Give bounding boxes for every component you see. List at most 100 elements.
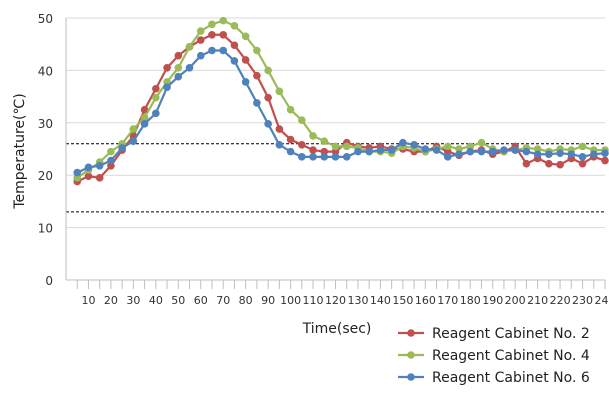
x-tick-label: 110 [303, 294, 324, 307]
data-point [242, 33, 250, 41]
legend-label: Reagent Cabinet No. 4 [432, 348, 590, 364]
data-point [545, 160, 553, 168]
data-point [399, 139, 407, 147]
y-axis-label: Temperature(℃) [12, 93, 28, 209]
series-line [77, 35, 605, 182]
legend-item: Reagent Cabinet No. 4 [398, 348, 590, 364]
data-point [152, 110, 160, 118]
data-point [523, 148, 531, 156]
series-1 [73, 31, 608, 185]
data-point [107, 148, 115, 156]
data-point [556, 161, 564, 169]
data-point [96, 174, 104, 182]
data-point [298, 141, 306, 149]
data-point [107, 157, 115, 165]
data-point [264, 120, 272, 128]
data-point [287, 106, 295, 114]
data-point [130, 125, 138, 133]
data-point [466, 148, 474, 156]
legend-item: Reagent Cabinet No. 2 [398, 326, 590, 342]
data-point [354, 148, 362, 156]
data-point [287, 136, 295, 144]
x-tick-label: 80 [239, 294, 253, 307]
data-point [208, 31, 216, 39]
data-point [489, 148, 497, 156]
data-point [444, 143, 452, 151]
data-point [253, 47, 261, 55]
x-tick-label: 70 [216, 294, 230, 307]
data-point [197, 27, 205, 35]
x-tick-label: 130 [347, 294, 368, 307]
data-point [478, 148, 486, 156]
data-point [309, 146, 317, 154]
legend: Reagent Cabinet No. 2 Reagent Cabinet No.… [398, 326, 590, 386]
data-point [601, 149, 609, 157]
data-point [152, 94, 160, 102]
data-point [556, 149, 564, 157]
data-point [422, 145, 430, 153]
x-tick-label: 190 [482, 294, 503, 307]
data-point [96, 162, 104, 170]
data-point [534, 150, 542, 158]
series-group [73, 17, 608, 185]
x-tick-label: 140 [370, 294, 391, 307]
data-point [152, 85, 160, 93]
data-point [197, 52, 205, 60]
data-point [242, 78, 250, 86]
data-point [163, 83, 171, 91]
data-point [579, 160, 587, 168]
data-point [253, 72, 261, 80]
data-point [343, 143, 351, 151]
data-point [579, 153, 587, 161]
data-point [377, 146, 385, 154]
data-point [174, 64, 182, 72]
data-point [73, 169, 81, 177]
data-point [332, 153, 340, 161]
x-tick-label: 230 [572, 294, 593, 307]
data-point [276, 125, 284, 133]
x-tick-label: 150 [392, 294, 413, 307]
x-tick-label: 20 [104, 294, 118, 307]
data-point [197, 36, 205, 44]
data-point [568, 150, 576, 158]
x-tick-label: 160 [415, 294, 436, 307]
x-tick-label: 60 [194, 294, 208, 307]
x-tick-label: 210 [527, 294, 548, 307]
data-point [208, 20, 216, 28]
data-point [264, 94, 272, 102]
data-point [174, 73, 182, 81]
data-point [141, 120, 149, 128]
x-tick-label: 200 [505, 294, 526, 307]
legend-swatch-marker [407, 329, 415, 337]
data-point [332, 143, 340, 151]
data-point [186, 43, 194, 51]
data-point [309, 132, 317, 140]
y-tick-label: 40 [38, 64, 53, 78]
y-tick-label: 20 [38, 169, 53, 183]
x-tick-label: 100 [280, 294, 301, 307]
data-point [601, 157, 609, 165]
legend-swatch-marker [407, 351, 415, 359]
y-tick-label: 10 [38, 222, 53, 236]
data-point [231, 22, 239, 30]
data-point [287, 148, 295, 156]
legend-label: Reagent Cabinet No. 6 [432, 370, 590, 386]
data-point [579, 143, 587, 151]
data-point [118, 144, 126, 152]
y-tick-label: 30 [38, 117, 53, 131]
data-point [309, 153, 317, 161]
legend-label: Reagent Cabinet No. 2 [432, 326, 590, 342]
data-point [388, 146, 396, 154]
data-point [208, 47, 216, 55]
y-tick-label: 0 [45, 274, 53, 288]
data-point [219, 47, 227, 55]
data-point [410, 141, 418, 149]
data-point [276, 88, 284, 96]
data-point [253, 99, 261, 107]
data-point [365, 148, 373, 156]
data-point [444, 153, 452, 161]
data-point [276, 141, 284, 149]
data-point [320, 137, 328, 145]
